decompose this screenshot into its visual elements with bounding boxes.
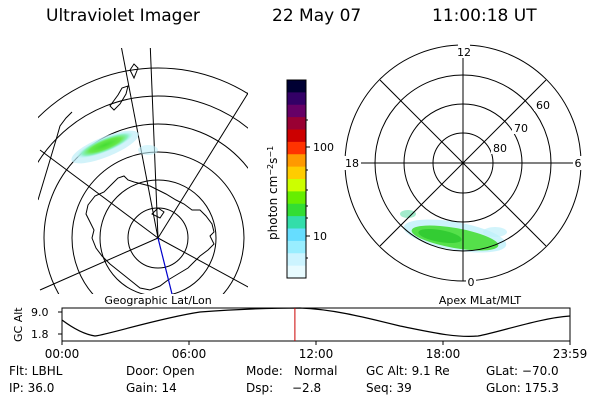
altitude-plot: GC Alt 9.0 1.8 00:00 06:00 12:00 18:00 2… [12, 306, 587, 361]
x-tick-label: 00:00 [45, 347, 80, 361]
meridian-lines [39, 48, 248, 291]
mlt-12-label: 12 [457, 46, 471, 59]
glon-info: GLon: 175.3 [486, 381, 559, 395]
colorbar-cell [287, 191, 306, 205]
altitude-y-top: 9.0 [31, 306, 49, 319]
mlt-0-label: 0 [468, 276, 475, 289]
colorbar-cell [287, 92, 306, 106]
magnetic-caption: Apex MLat/MLT [439, 294, 522, 307]
colorbar: 100 10 photon cm−2s−1 [266, 79, 334, 279]
colorbar-cell [287, 141, 306, 155]
mode-label: Mode: [246, 364, 283, 378]
colorbar-cell [287, 203, 306, 217]
mlat-70-label: 70 [514, 122, 528, 135]
x-tick-label: 12:00 [299, 347, 334, 361]
geographic-caption: Geographic Lat/Lon [104, 294, 211, 307]
x-tick-label: 06:00 [172, 347, 207, 361]
dsp-value: −2.8 [292, 381, 322, 395]
colorbar-cell [287, 265, 306, 279]
sub-satellite-meridian [157, 237, 173, 294]
time-label: 11:00:18 UT [432, 6, 537, 26]
dsp-label: Dsp: [246, 381, 274, 395]
colorbar-tick-10: 10 [313, 230, 327, 243]
x-tick-label: 23:59 [553, 347, 588, 361]
x-tick-label: 18:00 [426, 347, 461, 361]
seq-info: Seq: 39 [366, 381, 412, 395]
mlat-60-label: 60 [536, 99, 550, 112]
gain-info: Gain: 14 [126, 381, 177, 395]
filter-info: Flt: LBHL [9, 364, 63, 378]
mlt-18-label: 18 [345, 157, 359, 170]
altitude-axis-label: GC Alt [12, 307, 25, 342]
aurora-magnetic [400, 210, 507, 253]
x-ticks [61, 341, 571, 345]
colorbar-cell [287, 240, 306, 254]
australia-coastline [38, 111, 73, 201]
glat-info: GLat: −70.0 [486, 364, 559, 378]
colorbar-cell [287, 104, 306, 118]
instrument-title: Ultraviolet Imager [46, 6, 200, 26]
colorbar-unit-label: photon cm−2s−1 [266, 146, 281, 240]
geographic-map [38, 48, 248, 294]
date-label: 22 May 07 [272, 6, 362, 26]
ip-info: IP: 36.0 [9, 381, 55, 395]
mlat-80-label: 80 [493, 142, 507, 155]
latitude-circles [38, 67, 248, 294]
colorbar-tick-100: 100 [313, 141, 334, 154]
colorbar-cell [287, 129, 306, 143]
colorbar-cell [287, 253, 306, 267]
aurora-geographic [71, 130, 158, 164]
colorbar-cell [287, 216, 306, 230]
colorbar-cell [287, 228, 306, 242]
new-zealand-coastline [109, 63, 139, 111]
antarctica-coastline [85, 175, 215, 291]
altitude-y-bottom: 1.8 [31, 328, 49, 341]
magnetic-map: 12 18 6 0 60 70 80 [344, 44, 583, 289]
colorbar-cell [287, 80, 306, 93]
gc-alt-info: GC Alt: 9.1 Re [366, 364, 450, 378]
colorbar-cell [287, 179, 306, 192]
colorbar-cell [287, 166, 306, 180]
door-info: Door: Open [126, 364, 195, 378]
colorbar-cell [287, 117, 306, 131]
altitude-curve [61, 307, 571, 337]
mlt-6-label: 6 [575, 157, 582, 170]
colorbar-cell [287, 154, 306, 168]
mode-value: Normal [294, 364, 338, 378]
